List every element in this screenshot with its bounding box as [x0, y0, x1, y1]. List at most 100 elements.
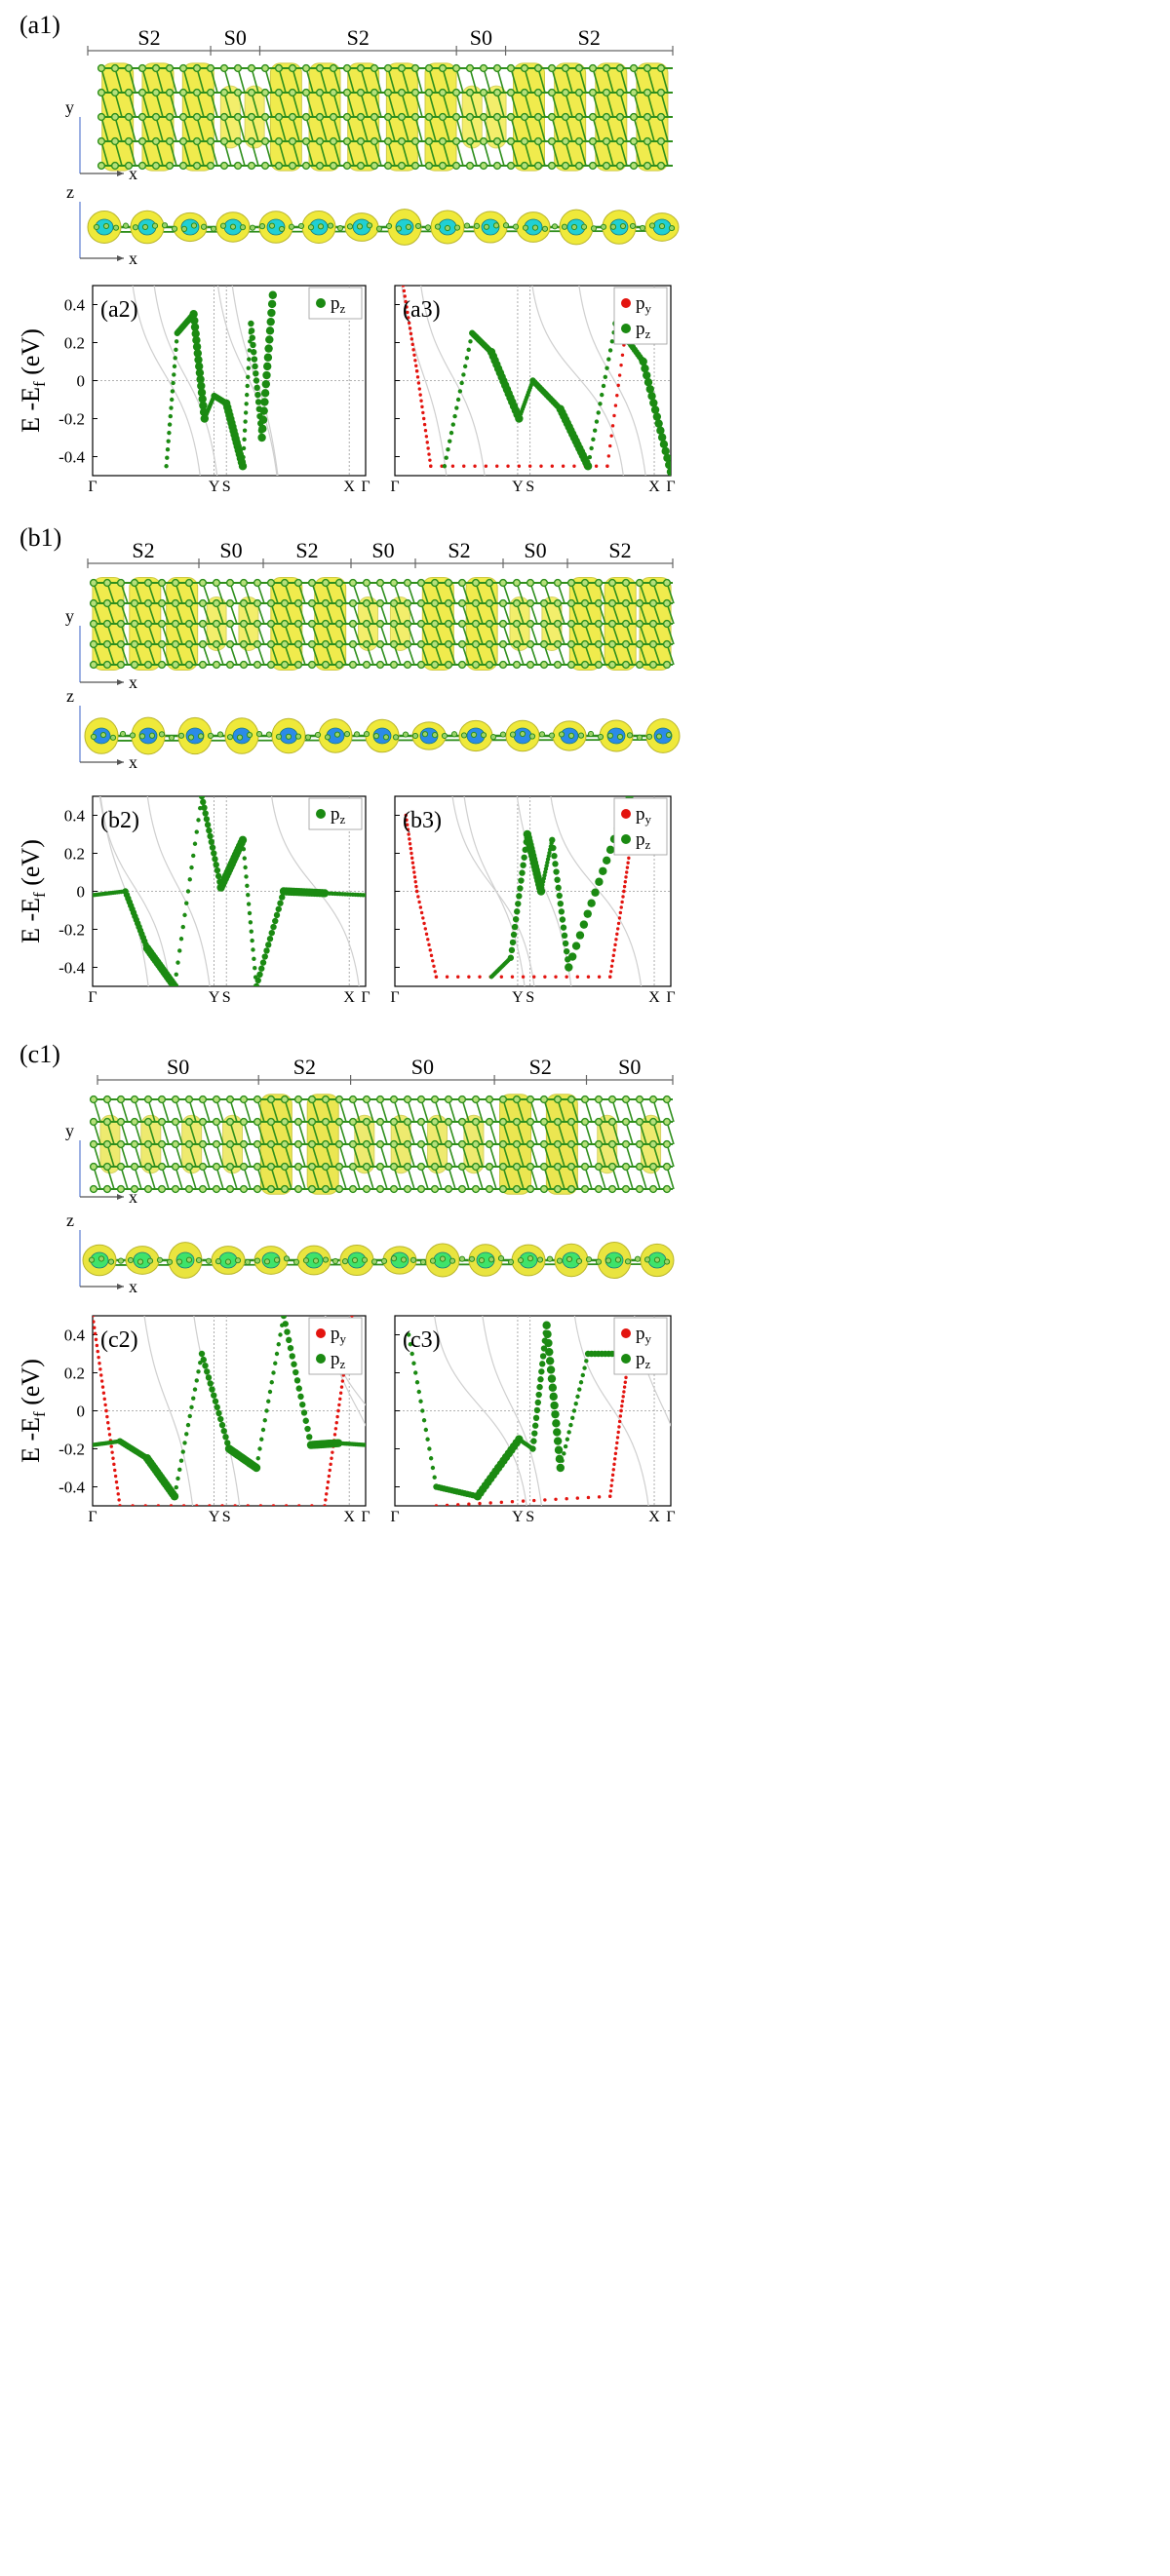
atom: [348, 1184, 358, 1194]
atom: [438, 88, 448, 97]
atom: [539, 639, 549, 649]
atom: [609, 223, 617, 230]
atom: [635, 1117, 644, 1127]
atom: [492, 222, 500, 229]
band-point-py: [473, 464, 477, 468]
kpoint-label: X: [648, 989, 660, 1006]
lattice-bond: [210, 67, 218, 94]
band-point-py: [411, 865, 415, 869]
atom: [198, 639, 208, 649]
band-point-pz: [411, 1361, 416, 1365]
band-point-py: [615, 1441, 619, 1445]
lattice-bond: [251, 67, 259, 94]
band-point-pz: [516, 893, 523, 900]
atom: [619, 222, 627, 230]
band-point-pz: [182, 1441, 187, 1445]
band-point-py: [450, 464, 455, 468]
legend-sub: z: [340, 1357, 346, 1371]
atom: [198, 1139, 208, 1149]
atom: [225, 660, 235, 670]
band-point-py: [428, 458, 432, 462]
band-point-pz: [187, 877, 192, 882]
band-point-pz: [606, 357, 611, 362]
band-point-py: [328, 1468, 332, 1473]
band-point-pz: [542, 1321, 551, 1329]
atom: [372, 733, 380, 740]
atom: [280, 660, 290, 670]
band-point-pz: [211, 1392, 217, 1399]
band-point-pz: [180, 924, 185, 930]
band-point-pz: [215, 1409, 222, 1417]
band-point-py: [608, 1489, 613, 1493]
lattice-bond: [510, 67, 519, 94]
lattice-bond: [483, 92, 491, 118]
band-point-pz: [604, 365, 609, 370]
band-point-pz: [184, 1432, 189, 1437]
atom: [184, 619, 194, 629]
atom: [292, 1258, 300, 1265]
plot-label: (c3): [403, 1327, 441, 1353]
atom: [253, 1117, 262, 1127]
atom: [143, 578, 153, 588]
atom: [89, 660, 98, 670]
atom: [648, 1139, 658, 1149]
atom: [621, 660, 631, 670]
atom: [662, 639, 672, 649]
band-point-pz: [246, 365, 251, 370]
lattice-bond: [428, 92, 437, 118]
atom: [607, 1139, 617, 1149]
band-point-pz: [241, 454, 246, 460]
band-point-pz: [641, 364, 649, 373]
atom: [506, 88, 516, 97]
axis-letter-z: z: [66, 182, 74, 202]
lattice-bond: [319, 67, 328, 94]
atom: [334, 598, 344, 608]
atom: [375, 1095, 385, 1104]
atom: [212, 598, 221, 608]
band-point-py: [99, 1373, 103, 1377]
atom: [424, 224, 432, 231]
atom: [171, 1184, 180, 1194]
band-point-py: [620, 1400, 625, 1403]
atom: [157, 578, 167, 588]
band-point-pz: [192, 335, 201, 345]
atom: [479, 88, 488, 97]
band-point-pz: [280, 1316, 288, 1320]
atom: [635, 1162, 644, 1172]
atom: [116, 1139, 126, 1149]
atom: [621, 1139, 631, 1149]
atom: [314, 731, 322, 739]
atom: [517, 1256, 525, 1264]
atom: [389, 1184, 399, 1194]
atom: [390, 1255, 398, 1262]
band-point-pz: [273, 911, 281, 919]
band-point-pz: [247, 910, 253, 916]
band-point-pz: [191, 853, 196, 859]
atom: [498, 578, 508, 588]
segment-label-s2: S2: [295, 538, 318, 562]
band-point-pz: [275, 905, 282, 912]
atom: [178, 63, 188, 73]
lattice-bond: [373, 116, 382, 142]
atom: [463, 222, 471, 229]
atom: [566, 1095, 576, 1104]
atom: [585, 1256, 593, 1263]
atom: [107, 1258, 115, 1265]
band-point-pz: [666, 467, 671, 476]
band-point-pz: [269, 1380, 274, 1385]
band-point-py: [325, 1486, 330, 1490]
lattice-bond: [100, 67, 109, 94]
atom: [444, 1184, 453, 1194]
atom: [288, 63, 297, 73]
atom: [184, 598, 194, 608]
atom: [342, 63, 352, 73]
atom: [635, 1095, 644, 1104]
atom: [403, 619, 412, 629]
band-point-py: [586, 1495, 591, 1500]
band-point-pz: [583, 909, 592, 918]
atom: [648, 619, 658, 629]
atom: [219, 222, 227, 229]
atom: [451, 112, 461, 122]
